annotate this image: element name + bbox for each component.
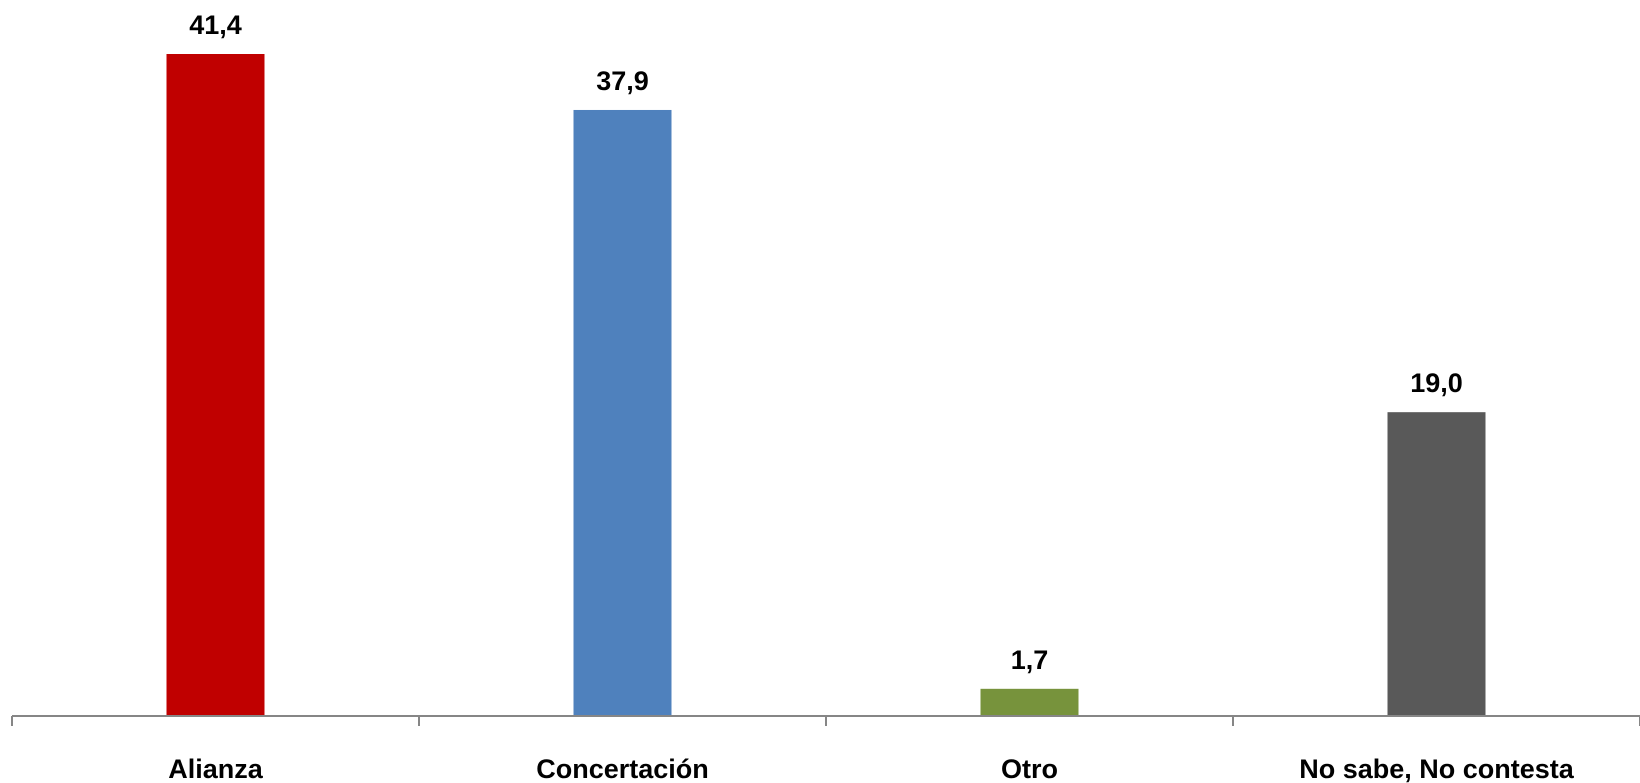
x-axis-ticks-group (11, 716, 1640, 726)
x-axis-tick-label: Alianza (168, 754, 264, 783)
x-axis-labels-group: Alianza Concertación Otro No sabe, No conte… (168, 754, 1575, 783)
data-label: 1,7 (1011, 645, 1049, 675)
data-label: 37,9 (596, 66, 649, 96)
bar (980, 688, 1079, 716)
bars-group (166, 54, 1486, 716)
x-axis-tick-label: Otro (1001, 754, 1058, 783)
bar (1387, 412, 1486, 716)
data-label: 41,4 (189, 10, 242, 40)
bar (573, 109, 672, 716)
data-labels-group: 41,4 37,9 1,7 19,0 (189, 10, 1463, 675)
x-axis-tick-label: Concertación (536, 754, 709, 783)
x-axis-tick-label: No sabe, No contesta (1299, 754, 1575, 783)
bar (166, 54, 265, 716)
data-label: 19,0 (1410, 368, 1463, 398)
